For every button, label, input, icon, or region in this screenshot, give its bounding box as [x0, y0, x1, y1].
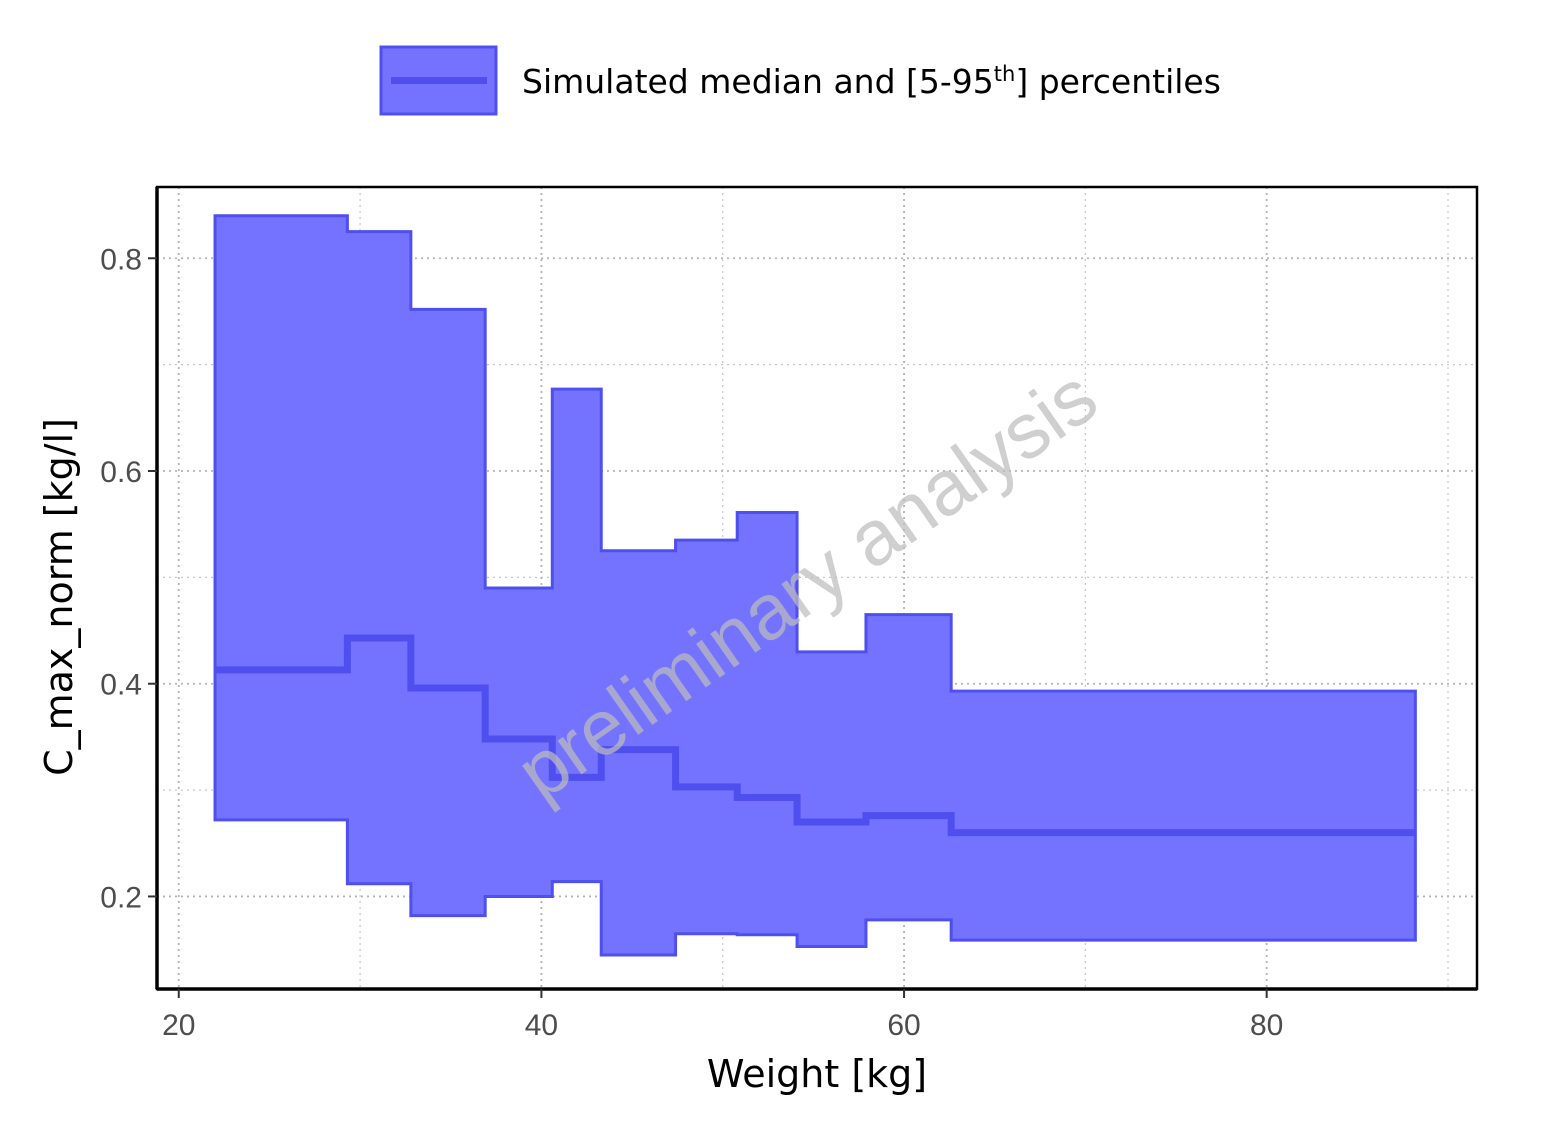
y-axis-title: C_max_norm [kg/l] [37, 418, 81, 776]
x-axis-title: Weight [kg] [707, 1052, 927, 1096]
legend: Simulated median and [5-95th] percentile… [379, 45, 1221, 116]
y-tick-label: 0.4 [100, 669, 142, 702]
x-tick-label: 80 [1250, 1009, 1283, 1042]
x-tick-label: 40 [525, 1009, 558, 1042]
y-tick-label: 0.6 [100, 456, 142, 489]
percentile-band-area [213, 214, 1417, 957]
y-tick-label: 0.2 [100, 881, 142, 914]
axes [155, 185, 1479, 991]
median-series [215, 634, 1416, 837]
legend-label: Simulated median and [5-95th] percentile… [522, 62, 1221, 101]
y-tick-label: 0.8 [100, 243, 142, 276]
median-line [215, 634, 1416, 837]
percentile-band [213, 214, 1417, 957]
x-tick-label: 20 [162, 1009, 195, 1042]
ticks: 20 40 60 80 0.2 0.4 0.6 0.8 [100, 243, 1283, 1042]
x-tick-label: 60 [887, 1009, 920, 1042]
